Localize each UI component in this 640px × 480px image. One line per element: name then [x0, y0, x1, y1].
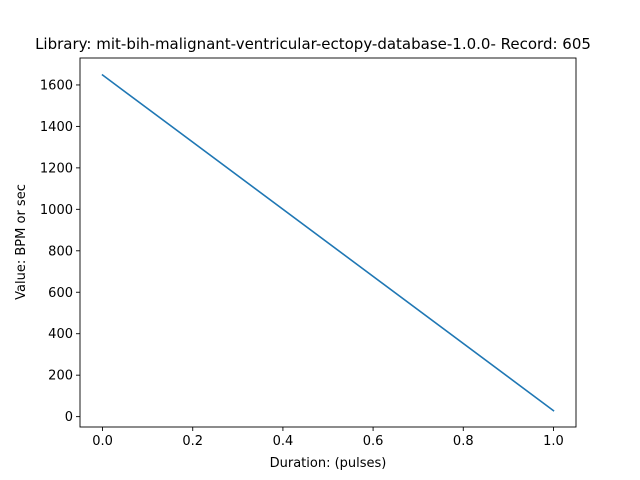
y-tick-label: 1600 — [40, 78, 73, 93]
y-tick-label: 200 — [48, 369, 73, 384]
chart-title: Library: mit-bih-malignant-ventricular-e… — [35, 35, 591, 53]
x-tick-label: 1.0 — [543, 434, 564, 449]
y-axis-label: Value: BPM or sec — [14, 184, 29, 300]
x-tick-label: 0.0 — [92, 434, 113, 449]
y-tick-label: 1400 — [40, 120, 73, 135]
y-tick-label: 800 — [48, 244, 73, 259]
y-tick-label: 1200 — [40, 161, 73, 176]
x-tick-label: 0.4 — [273, 434, 294, 449]
y-tick-label: 600 — [48, 286, 73, 301]
y-tick-label: 400 — [48, 327, 73, 342]
x-tick-label: 0.2 — [182, 434, 203, 449]
x-tick-label: 0.6 — [363, 434, 384, 449]
x-tick-label: 0.8 — [453, 434, 474, 449]
y-tick-label: 0 — [65, 410, 73, 425]
x-axis-label: Duration: (pulses) — [270, 456, 387, 471]
y-tick-label: 1000 — [40, 203, 73, 218]
